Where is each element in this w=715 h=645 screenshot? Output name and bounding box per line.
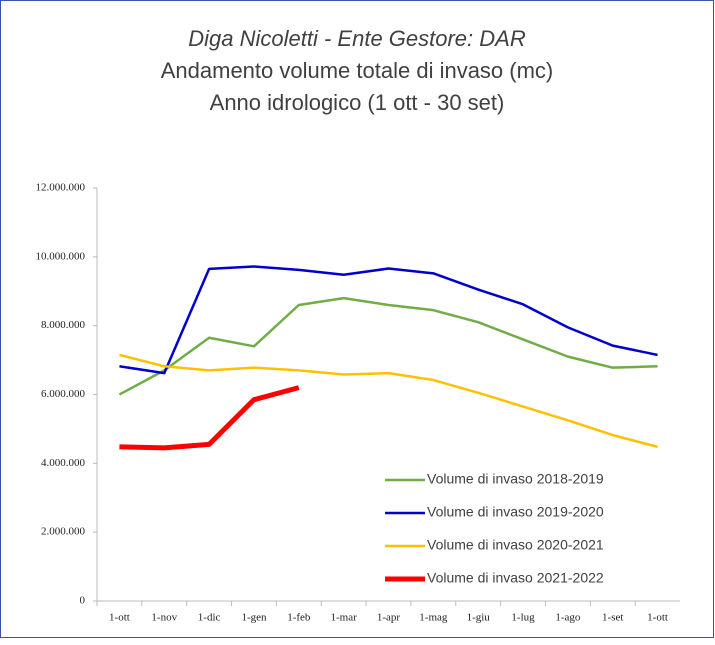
series-line [119, 353, 658, 449]
legend-label: Volume di invaso 2021-2022 [427, 570, 604, 586]
x-tick-label: 1-mag [419, 612, 448, 624]
legend-label: Volume di invaso 2020-2021 [427, 537, 604, 553]
x-tick-label: 1-set [602, 612, 623, 624]
y-tick-label: 12.000.000 [36, 182, 86, 194]
legend-label: Volume di invaso 2019-2020 [427, 504, 604, 520]
y-tick-label: 4.000.000 [41, 457, 86, 469]
x-tick-label: 1-dic [198, 612, 221, 624]
x-tick-label: 1-mar [331, 612, 358, 624]
y-tick-label: 6.000.000 [41, 388, 86, 400]
y-tick-label: 8.000.000 [41, 319, 86, 331]
x-tick-label: 1-nov [151, 612, 177, 624]
x-tick-label: 1-ott [109, 612, 130, 624]
legend-label: Volume di invaso 2018-2019 [427, 471, 604, 487]
x-tick-label: 1-gen [241, 612, 267, 624]
chart-title: Andamento volume totale di invaso (mc) [161, 58, 554, 83]
y-tick-label: 10.000.000 [36, 250, 86, 262]
chart-title: Diga Nicoletti - Ente Gestore: DAR [188, 26, 526, 51]
y-tick-label: 0 [80, 595, 86, 607]
x-tick-label: 1-lug [511, 612, 535, 624]
x-tick-label: 1-ott [647, 612, 668, 624]
y-tick-label: 2.000.000 [41, 526, 86, 538]
series-line [119, 385, 300, 451]
series-line [119, 265, 658, 375]
x-tick-label: 1-ago [555, 612, 581, 624]
chart-title: Anno idrologico (1 ott - 30 set) [210, 90, 505, 115]
series-line [118, 296, 658, 396]
x-tick-label: 1-giu [467, 612, 491, 624]
x-tick-label: 1-apr [377, 612, 401, 624]
x-tick-label: 1-feb [287, 612, 311, 624]
